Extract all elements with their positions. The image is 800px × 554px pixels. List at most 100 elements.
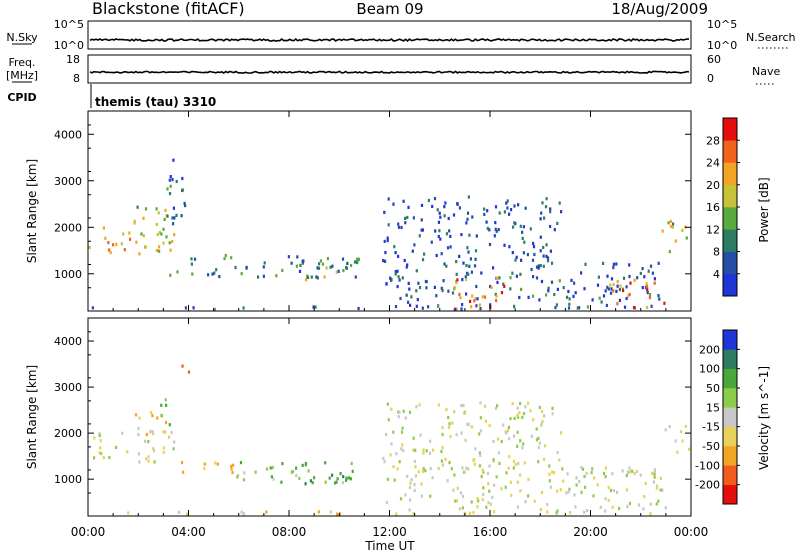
scatter-cell bbox=[649, 512, 652, 516]
noise-panel: N.Sky 10^5 10^0 10^5 10^0 N.Search bbox=[6, 18, 795, 52]
scatter-cell bbox=[540, 211, 543, 215]
scatter-cell bbox=[591, 467, 594, 471]
scatter-cell bbox=[625, 474, 628, 478]
scatter-cell bbox=[172, 158, 175, 162]
scatter-cell bbox=[612, 289, 615, 293]
scatter-cell bbox=[540, 279, 544, 284]
scatter-cell bbox=[491, 495, 494, 499]
scatter-cell bbox=[324, 480, 327, 484]
scatter-cell bbox=[567, 289, 570, 294]
scatter-cell bbox=[412, 216, 415, 220]
scatter-cell bbox=[539, 508, 542, 512]
scatter-cell bbox=[573, 493, 576, 497]
scatter-cell bbox=[412, 448, 415, 452]
scatter-cell bbox=[137, 452, 140, 456]
scatter-cell bbox=[476, 505, 479, 509]
scatter-cell bbox=[429, 494, 432, 498]
scatter-cell bbox=[415, 405, 418, 409]
scatter-cell bbox=[495, 276, 498, 280]
scatter-cell bbox=[540, 490, 544, 495]
scatter-cell bbox=[443, 262, 446, 266]
scatter-cell bbox=[162, 446, 165, 450]
scatter-cell bbox=[523, 461, 526, 465]
scatter-cell bbox=[356, 261, 359, 265]
scatter-cell bbox=[674, 439, 677, 443]
scatter-cell bbox=[476, 297, 479, 301]
scatter-cell bbox=[546, 259, 550, 263]
scatter-cell bbox=[562, 286, 565, 290]
scatter-cell bbox=[459, 491, 462, 495]
scatter-cell bbox=[529, 227, 532, 231]
scatter-cell bbox=[513, 221, 516, 225]
scatter-cell bbox=[572, 294, 575, 298]
scatter-cell bbox=[494, 221, 497, 225]
scatter-cell bbox=[211, 272, 214, 276]
scatter-cell bbox=[606, 274, 609, 278]
scatter-cell bbox=[567, 490, 570, 494]
scatter-cell bbox=[459, 296, 462, 300]
colorbar-segment bbox=[723, 446, 737, 466]
scatter-cell bbox=[479, 307, 482, 311]
scatter-cell bbox=[147, 440, 150, 444]
scatter-cell bbox=[386, 402, 389, 406]
scatter-cell bbox=[488, 489, 491, 493]
scatter-cell bbox=[156, 416, 159, 420]
velocity-panel: 1000 2000 3000 4000 Slant Range [km] 200 100… bbox=[25, 317, 771, 517]
scatter-cell bbox=[518, 295, 521, 300]
scatter-cell bbox=[152, 447, 155, 451]
scatter-cell bbox=[203, 462, 206, 466]
scatter-cell bbox=[396, 467, 399, 471]
scatter-cell bbox=[515, 274, 518, 278]
scatter-cell bbox=[444, 457, 447, 461]
scatter-cell bbox=[496, 437, 500, 441]
scatter-cell bbox=[417, 281, 420, 285]
scatter-cell bbox=[467, 272, 470, 276]
scatter-cell bbox=[546, 510, 549, 514]
scatter-cell bbox=[497, 451, 500, 455]
scatter-cell bbox=[127, 511, 130, 515]
cpid-label: CPID bbox=[7, 91, 36, 104]
freq-left-tick-top: 18 bbox=[66, 53, 80, 66]
scatter-cell bbox=[612, 489, 615, 493]
scatter-cell bbox=[618, 298, 621, 302]
scatter-cell bbox=[236, 475, 239, 479]
scatter-cell bbox=[382, 456, 385, 460]
scatter-cell bbox=[398, 278, 401, 282]
scatter-cell bbox=[162, 241, 165, 245]
scatter-cell bbox=[431, 476, 434, 480]
scatter-cell bbox=[461, 278, 464, 282]
x-tick-label: 20:00 bbox=[573, 525, 608, 539]
scatter-cell bbox=[383, 239, 386, 243]
scatter-cell bbox=[555, 303, 558, 307]
scatter-cell bbox=[190, 257, 193, 261]
scatter-cell bbox=[407, 205, 410, 209]
scatter-cell bbox=[497, 228, 500, 232]
scatter-cell bbox=[387, 223, 390, 227]
scatter-cell bbox=[558, 201, 561, 205]
scatter-cell bbox=[593, 476, 596, 480]
scatter-cell bbox=[585, 471, 588, 475]
scatter-cell bbox=[649, 502, 652, 506]
scatter-cell bbox=[318, 262, 321, 266]
scatter-cell bbox=[540, 422, 543, 426]
scatter-cell bbox=[524, 500, 527, 504]
scatter-cell bbox=[446, 479, 449, 483]
scatter-cell bbox=[404, 221, 407, 225]
scatter-cell bbox=[606, 285, 609, 289]
x-tick-label: 12:00 bbox=[372, 525, 407, 539]
scatter-cell bbox=[659, 488, 662, 492]
scatter-cell bbox=[436, 208, 439, 212]
y-tick-label: 3000 bbox=[54, 175, 82, 188]
scatter-cell bbox=[479, 416, 482, 420]
scatter-cell bbox=[504, 485, 507, 489]
scatter-cell bbox=[519, 489, 522, 493]
scatter-cell bbox=[295, 264, 298, 268]
scatter-cell bbox=[681, 228, 684, 232]
scatter-cell bbox=[471, 215, 474, 219]
scatter-cell bbox=[431, 204, 434, 208]
scatter-cell bbox=[542, 457, 546, 461]
scatter-cell bbox=[392, 430, 395, 434]
scatter-cell bbox=[441, 463, 444, 467]
scatter-cell bbox=[520, 258, 523, 262]
scatter-cell bbox=[493, 483, 496, 487]
